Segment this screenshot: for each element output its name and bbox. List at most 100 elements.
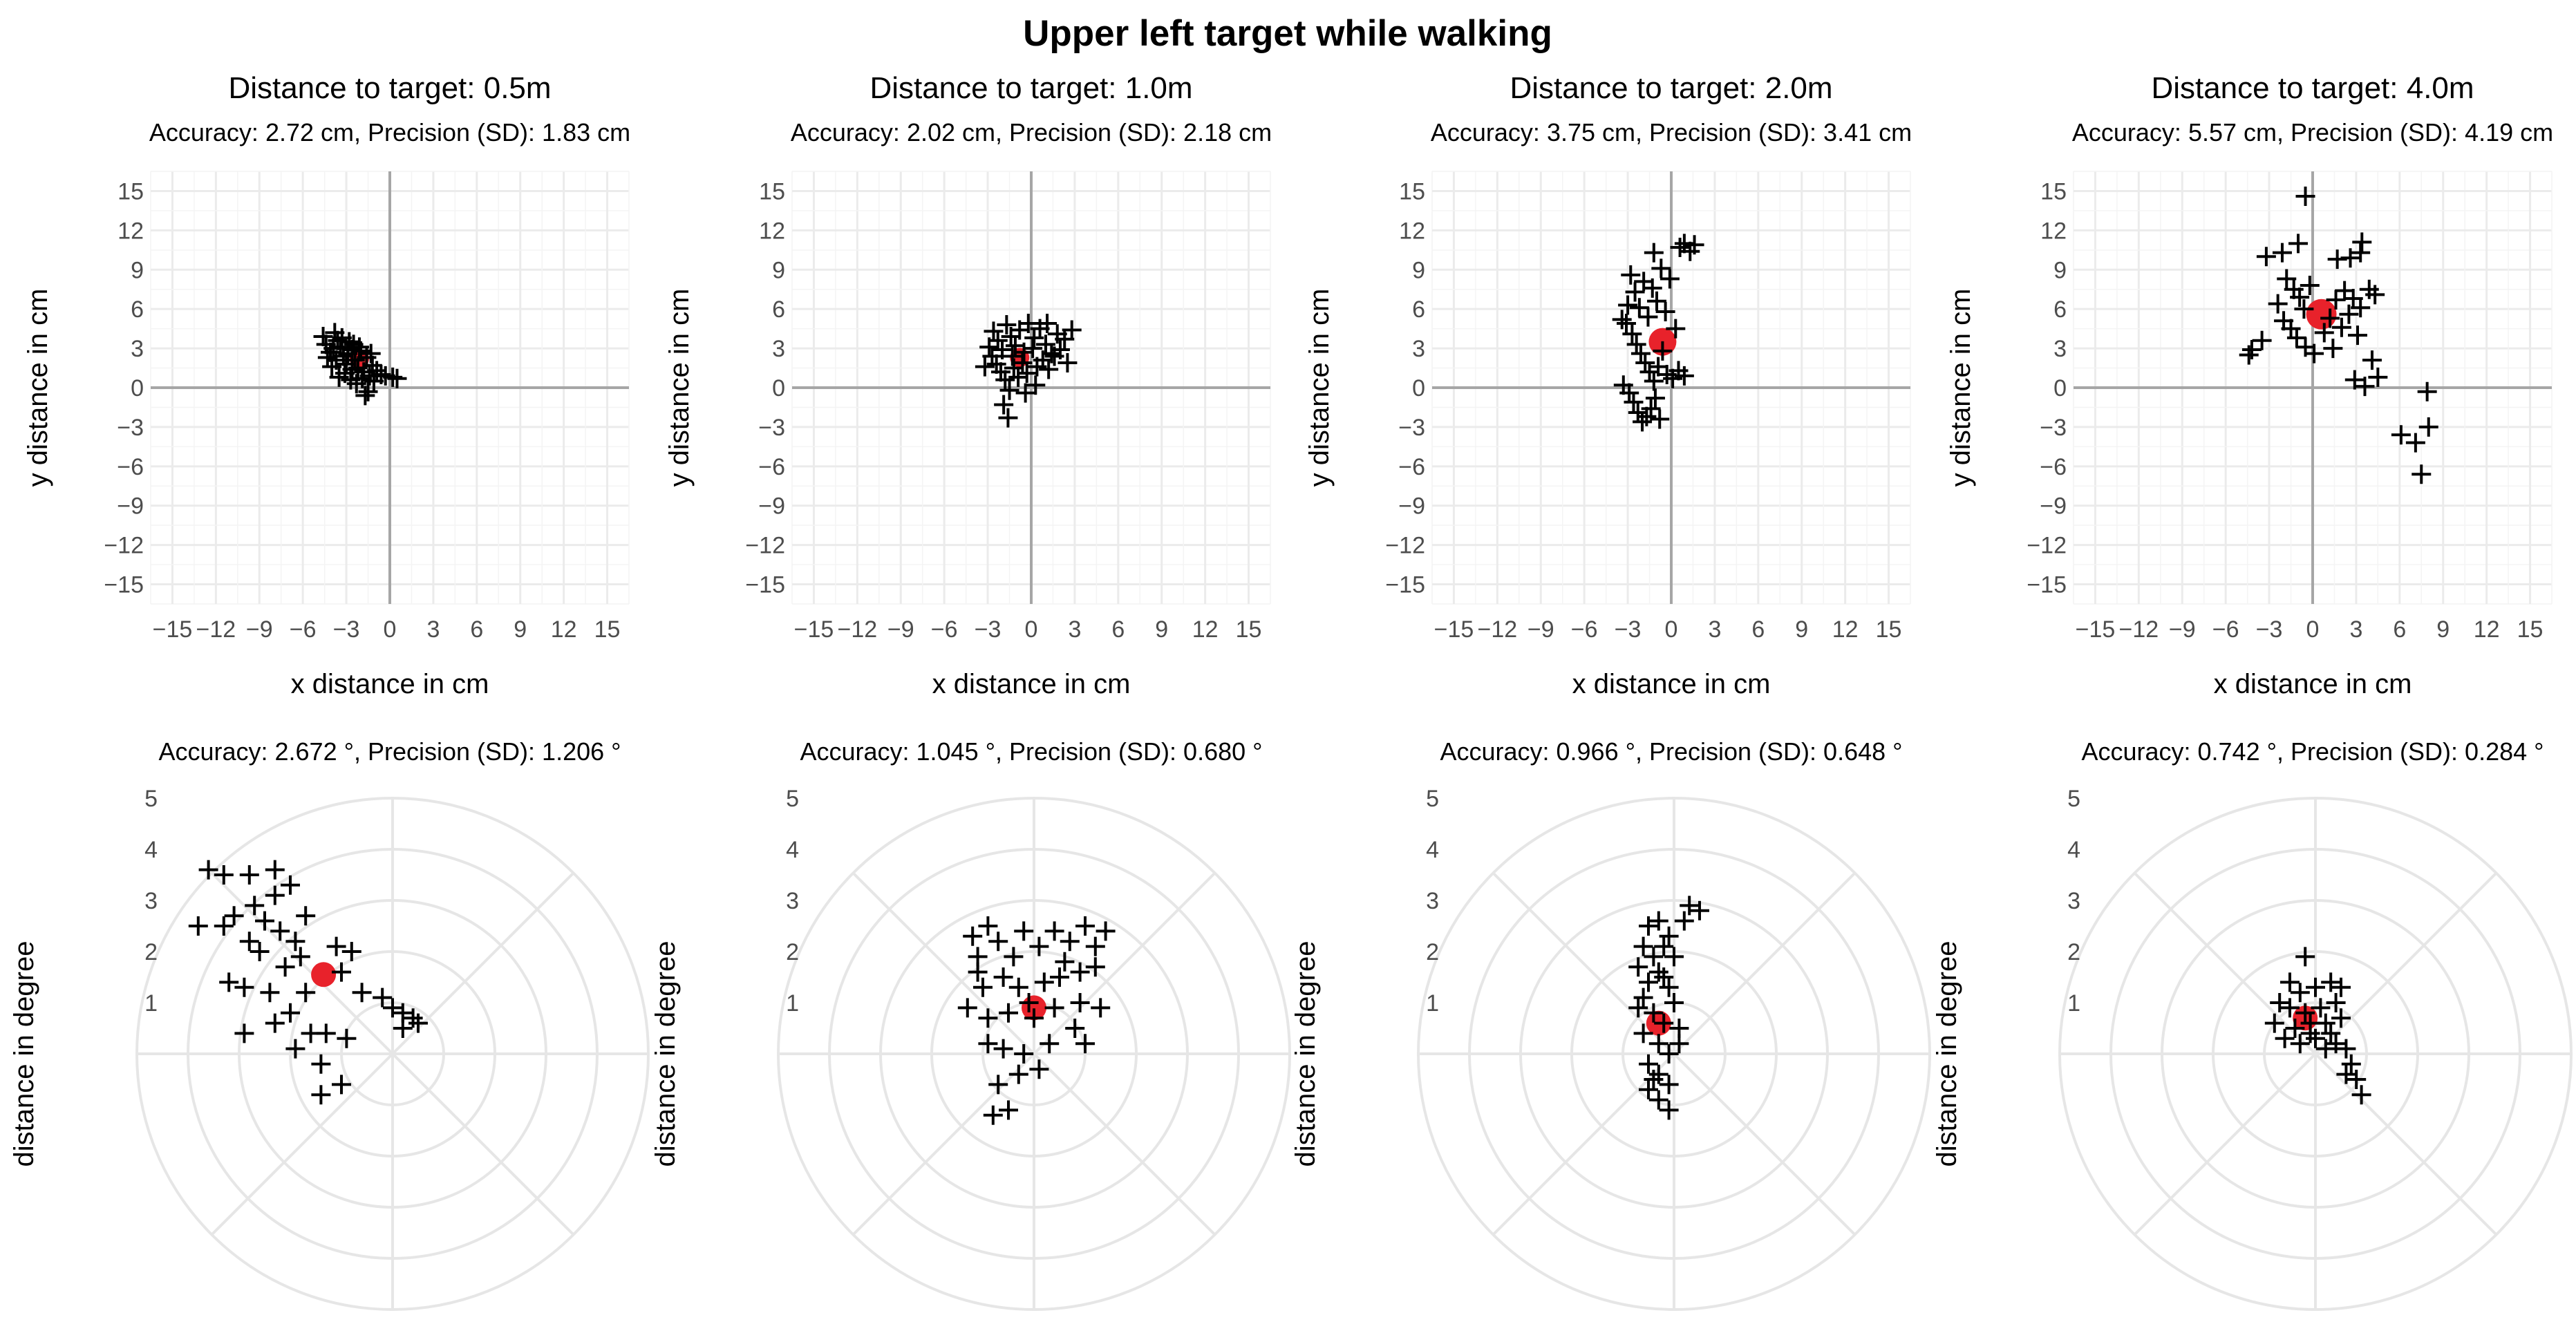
- gaze-point: [1639, 972, 1658, 992]
- x-tick-label: 6: [1111, 616, 1125, 643]
- x-tick-label: −12: [1478, 616, 1518, 643]
- x-tick-label: −15: [153, 616, 193, 643]
- gaze-point: [1659, 1100, 1679, 1120]
- gaze-point: [1070, 993, 1090, 1012]
- polar-ring: [879, 899, 1189, 1209]
- gaze-point: [1674, 911, 1694, 931]
- x-tick-label: −9: [246, 616, 273, 643]
- gaze-point: [342, 359, 362, 379]
- gaze-point: [1651, 258, 1671, 278]
- gaze-point: [1659, 1044, 1679, 1064]
- gaze-point: [2315, 1039, 2335, 1059]
- y-tick-label: 9: [2053, 257, 2067, 283]
- gaze-point: [198, 860, 218, 880]
- x-tick-label: 15: [2517, 616, 2544, 643]
- gaze-point: [1633, 987, 1653, 1008]
- x-tick-label: 15: [594, 616, 621, 643]
- radial-tick-label: 3: [144, 888, 158, 914]
- gaze-point: [332, 962, 351, 982]
- gaze-point: [988, 1075, 1008, 1095]
- gaze-point: [983, 1105, 1003, 1125]
- gaze-point: [1659, 1075, 1679, 1095]
- gaze-point: [1664, 947, 1684, 967]
- panel-title: Distance to target: 1.0m: [869, 71, 1192, 105]
- gaze-point: [978, 1034, 998, 1054]
- y-tick-label: 9: [772, 257, 785, 283]
- gaze-point: [2288, 234, 2309, 254]
- gaze-point: [352, 983, 372, 1003]
- y-tick-label: −15: [1385, 572, 1425, 598]
- polar-spoke: [1673, 871, 1856, 1055]
- y-tick-label: −6: [117, 454, 144, 480]
- y-tick-label: −12: [745, 533, 785, 559]
- gaze-point: [2327, 249, 2347, 270]
- radial-tick-label: 4: [144, 837, 158, 863]
- radial-tick-label: 2: [1426, 939, 1439, 965]
- gaze-point: [1085, 936, 1105, 956]
- gaze-point: [2339, 304, 2359, 324]
- gaze-point: [2326, 1034, 2346, 1054]
- panel-subtitle: Accuracy: 2.72 cm, Precision (SD): 1.83 …: [149, 118, 630, 147]
- x-tick-label: 9: [514, 616, 527, 643]
- gaze-point: [1633, 1023, 1653, 1043]
- gaze-point: [2264, 1013, 2284, 1033]
- gaze-point: [978, 1008, 998, 1028]
- figure-title: Upper left target while walking: [1023, 13, 1552, 54]
- x-tick-label: −9: [887, 616, 914, 643]
- gaze-point: [2351, 1085, 2371, 1105]
- gaze-point: [1639, 916, 1658, 936]
- gaze-point: [1004, 947, 1024, 967]
- y-axis-label: y distance in cm: [664, 289, 695, 487]
- radial-tick-label: 5: [144, 786, 158, 812]
- panel-subtitle: Accuracy: 2.02 cm, Precision (SD): 2.18 …: [791, 118, 1272, 147]
- gaze-point: [999, 1100, 1018, 1120]
- gaze-point: [957, 998, 977, 1018]
- gaze-point: [245, 896, 265, 916]
- x-tick-label: 9: [2436, 616, 2450, 643]
- gaze-point: [2417, 381, 2437, 401]
- gaze-point: [296, 906, 316, 926]
- gaze-point: [2321, 972, 2341, 992]
- gaze-point: [355, 386, 375, 406]
- gaze-point: [1648, 911, 1668, 931]
- x-tick-label: 0: [1665, 616, 1678, 643]
- gaze-point: [1014, 342, 1034, 362]
- y-tick-label: 15: [759, 178, 785, 205]
- gaze-point: [1618, 295, 1638, 315]
- x-tick-label: 9: [1795, 616, 1808, 643]
- scatter-panel-2: −15−15−12−12−9−9−6−6−3−30033669912121515…: [664, 71, 1272, 699]
- gaze-point: [1015, 383, 1035, 403]
- gaze-point: [1002, 346, 1022, 366]
- panel-subtitle: Accuracy: 5.57 cm, Precision (SD): 4.19 …: [2072, 118, 2553, 147]
- y-axis-label: y distance in cm: [1946, 289, 1976, 487]
- polar-ring: [135, 797, 650, 1311]
- gaze-point: [1622, 324, 1642, 344]
- gaze-point: [387, 368, 407, 388]
- x-tick-label: −15: [2076, 616, 2116, 643]
- gaze-point: [2290, 287, 2310, 308]
- gaze-point: [337, 1028, 357, 1048]
- panel-title: Accuracy: 1.045 °, Precision (SD): 0.680…: [800, 737, 1262, 766]
- x-tick-label: 12: [2474, 616, 2500, 643]
- gaze-point: [1628, 403, 1648, 423]
- gaze-point: [1050, 339, 1070, 359]
- gaze-point: [2320, 308, 2340, 328]
- gaze-point: [2391, 425, 2411, 445]
- radial-tick-label: 2: [786, 939, 799, 965]
- gaze-point: [341, 942, 361, 961]
- mean-gaze-marker: [2306, 299, 2337, 330]
- gaze-point: [2280, 972, 2300, 992]
- gaze-point: [993, 339, 1013, 359]
- gaze-point: [1648, 1090, 1668, 1110]
- y-tick-label: 12: [1399, 218, 1425, 244]
- gaze-point: [1660, 269, 1680, 289]
- y-tick-label: 0: [2053, 375, 2067, 401]
- gaze-point: [2362, 350, 2382, 370]
- gaze-point: [358, 381, 378, 401]
- y-tick-label: 6: [2053, 296, 2067, 323]
- gaze-point: [994, 395, 1014, 415]
- polar-ring: [289, 950, 496, 1157]
- polar-ring: [1468, 848, 1880, 1260]
- y-tick-label: −6: [1398, 454, 1425, 480]
